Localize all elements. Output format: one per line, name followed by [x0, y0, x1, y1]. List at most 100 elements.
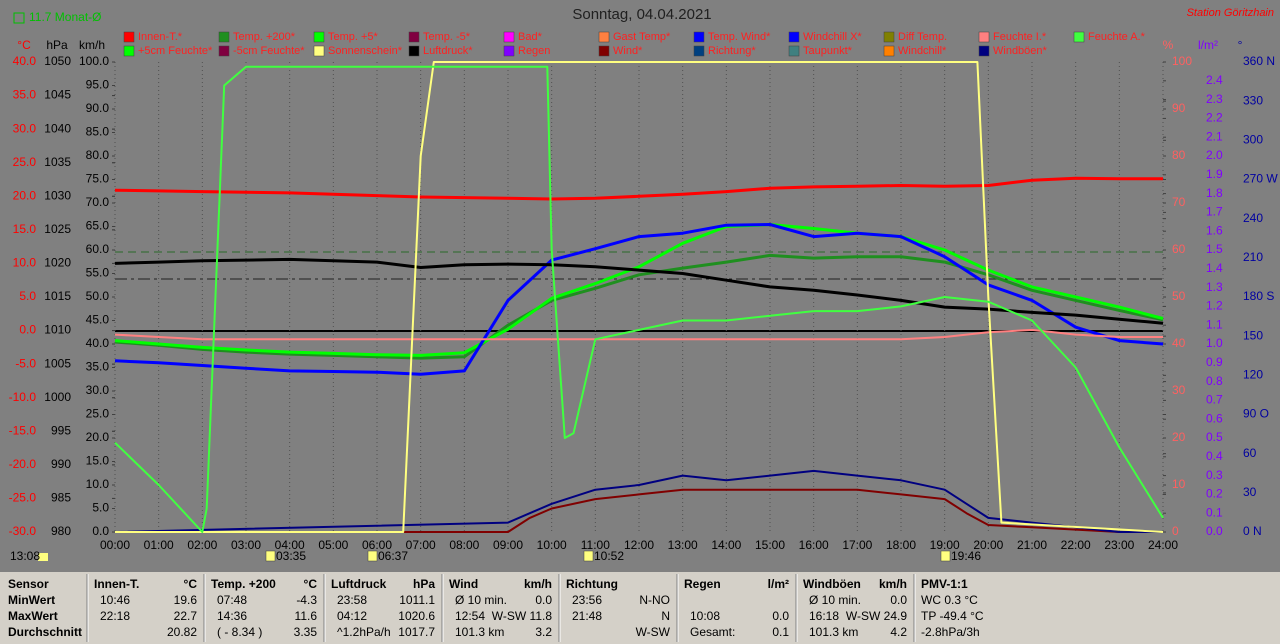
table-cell: N-NO — [639, 593, 670, 607]
y-tick-label: 50 — [1172, 289, 1186, 303]
y-tick-label: 270 W — [1243, 172, 1278, 186]
table-cell: W-SW — [636, 625, 671, 639]
x-tick-label: 08:00 — [449, 538, 479, 552]
row-label: MaxWert — [8, 609, 58, 623]
y-tick-label: 40 — [1172, 336, 1186, 350]
x-tick-label: 18:00 — [886, 538, 916, 552]
legend-label: Feuchte A.* — [1088, 31, 1146, 43]
y-tick-label: 45.0 — [86, 313, 110, 327]
y-tick-label: 0.0 — [19, 323, 36, 337]
table-cell: TP -49.4 °C — [921, 609, 984, 623]
table-cell: ^1.2hPa/h — [337, 625, 391, 639]
y-tick-label: 1.8 — [1206, 186, 1223, 200]
sun-icon — [38, 553, 48, 561]
y-tick-label: 1.3 — [1206, 280, 1223, 294]
legend-label: Wind* — [613, 45, 643, 57]
table-cell: ( - 8.34 ) — [217, 625, 262, 639]
axis-unit: km/h — [79, 38, 105, 52]
y-tick-label: 90.0 — [86, 101, 110, 115]
y-tick-label: 1030 — [44, 188, 71, 202]
series-line — [114, 223, 1164, 357]
y-tick-label: 985 — [51, 491, 71, 505]
table-cell: 23:56 — [572, 593, 602, 607]
axis-unit: °C — [17, 38, 31, 52]
legend-label: Gast Temp* — [613, 31, 671, 43]
x-tick-label: 15:00 — [755, 538, 785, 552]
y-tick-label: 0 — [1172, 524, 1179, 538]
column-header: Richtung — [566, 577, 618, 591]
month-icon — [13, 12, 25, 24]
y-tick-label: 360 N — [1243, 54, 1275, 68]
y-tick-label: 1.7 — [1206, 205, 1223, 219]
column-header: km/h — [524, 577, 552, 591]
table-cell: 11.6 — [295, 609, 318, 623]
legend-label: -5cm Feuchte* — [233, 45, 305, 57]
x-tick-label: 11:00 — [581, 538, 610, 552]
x-tick-label: 02:00 — [187, 538, 217, 552]
legend-swatch — [788, 45, 800, 57]
legend-label: Feuchte I.* — [993, 31, 1047, 43]
y-tick-label: 210 — [1243, 250, 1263, 264]
table-cell: Ø 10 min. — [809, 593, 861, 607]
table-cell: 101.3 km — [455, 625, 504, 639]
table-cell: 22:18 — [100, 609, 130, 623]
legend-label: Temp. +200* — [233, 31, 296, 43]
event-time: 06:37 — [378, 549, 408, 563]
x-tick-label: 12:00 — [624, 538, 654, 552]
y-tick-label: 330 — [1243, 93, 1263, 107]
legend-swatch — [693, 45, 705, 57]
y-tick-label: 240 — [1243, 211, 1263, 225]
y-tick-label: 0.0 — [92, 524, 109, 538]
x-tick-label: 16:00 — [799, 538, 829, 552]
column-header: PMV-1:1 — [921, 577, 968, 591]
event-icon — [583, 550, 594, 562]
y-tick-label: 995 — [51, 423, 71, 437]
legend-swatch — [1073, 31, 1085, 43]
y-tick-label: 40.0 — [13, 54, 37, 68]
background — [0, 0, 1280, 572]
x-tick-label: 07:00 — [406, 538, 436, 552]
x-tick-label: 05:00 — [318, 538, 348, 552]
month-average: 11.7 Monat-Ø — [29, 10, 101, 24]
legend-label: Temp. +5* — [328, 31, 379, 43]
legend-swatch — [218, 45, 230, 57]
y-tick-label: 1.9 — [1206, 167, 1223, 181]
y-tick-label: 0.6 — [1206, 411, 1223, 425]
table-cell: 22.7 — [174, 609, 198, 623]
y-tick-label: 0.7 — [1206, 393, 1223, 407]
y-tick-label: 1040 — [44, 121, 71, 135]
y-tick-label: 150 — [1243, 328, 1263, 342]
legend-swatch — [503, 31, 515, 43]
y-tick-label: 2.4 — [1206, 73, 1223, 87]
column-header: km/h — [879, 577, 907, 591]
legend-label: Windböen* — [993, 45, 1048, 57]
y-tick-label: 10 — [1172, 477, 1186, 491]
table-cell: 1017.7 — [398, 625, 435, 639]
table-cell: 07:48 — [217, 593, 247, 607]
y-tick-label: 5.0 — [92, 501, 109, 515]
legend-swatch — [978, 31, 990, 43]
y-tick-label: 30.0 — [13, 121, 37, 135]
event-icon — [265, 550, 276, 562]
legend-swatch — [598, 31, 610, 43]
x-tick-label: 21:00 — [1017, 538, 1047, 552]
y-tick-label: 0.5 — [1206, 430, 1223, 444]
table-cell: N — [661, 609, 670, 623]
table-cell: Ø 10 min. — [455, 593, 507, 607]
y-tick-label: -10.0 — [9, 390, 37, 404]
y-tick-label: 180 S — [1243, 289, 1274, 303]
y-tick-label: 15.0 — [86, 454, 110, 468]
table-cell: 10:08 — [690, 609, 720, 623]
legend-label: Temp. -5* — [423, 31, 471, 43]
y-tick-label: 1000 — [44, 390, 71, 404]
y-tick-label: 30 — [1172, 383, 1186, 397]
table-cell: 3.35 — [294, 625, 318, 639]
x-tick-label: 20:00 — [973, 538, 1003, 552]
column-header: hPa — [413, 577, 435, 591]
column-header: Wind — [449, 577, 478, 591]
column-header: °C — [184, 577, 198, 591]
table-cell: 23:58 — [337, 593, 367, 607]
legend-swatch — [598, 45, 610, 57]
table-cell: 04:12 — [337, 609, 367, 623]
